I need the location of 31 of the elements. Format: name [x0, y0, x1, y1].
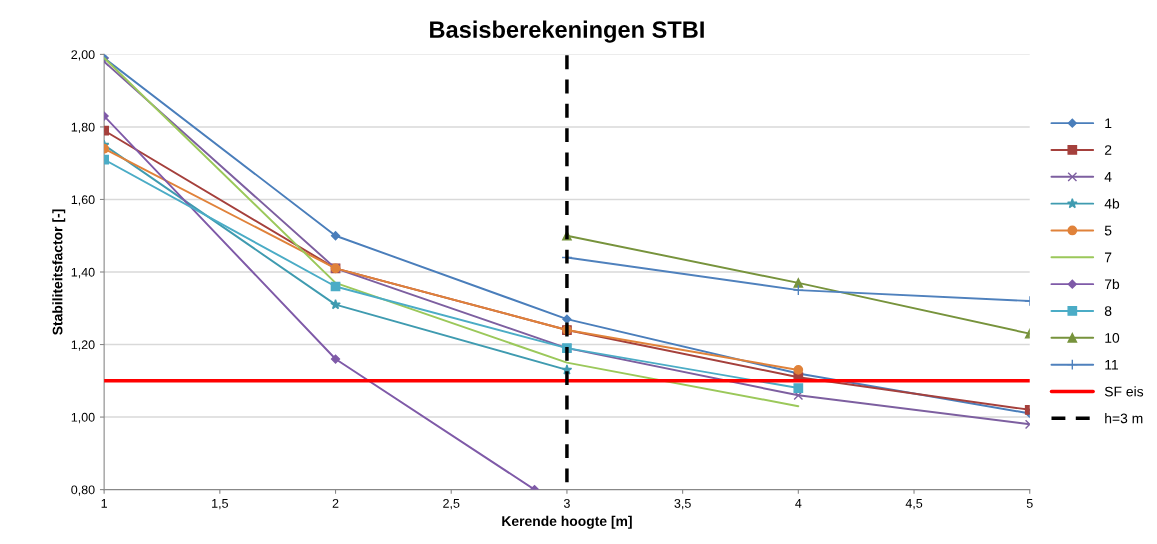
x-tick-label: 1,5: [212, 499, 228, 510]
legend-label: 7b: [1104, 278, 1120, 290]
legend-label: 8: [1104, 306, 1112, 316]
legend-label: h=3 m: [1105, 413, 1143, 424]
y-tick-label: 1,40: [71, 267, 95, 279]
y-tick-label: 1,20: [71, 340, 95, 351]
y-tick-label: 1,00: [71, 412, 95, 424]
legend-label: 4: [1104, 172, 1112, 182]
legend-label: 11: [1105, 359, 1119, 370]
legend-label: 2: [1104, 145, 1112, 155]
y-tick-label: 0,80: [71, 485, 95, 496]
x-tick-label: 1: [101, 499, 107, 508]
y-axis-title: Stabiliteitsfactor [-]: [52, 209, 66, 335]
y-tick-label: 1,80: [71, 122, 95, 134]
legend-label: 1: [1105, 118, 1112, 128]
legend-label: SF eis: [1104, 386, 1144, 397]
x-tick-label: 4: [795, 499, 802, 508]
y-tick-label: 1,60: [71, 195, 95, 206]
y-tick-label: 2,00: [71, 50, 95, 61]
x-tick-label: 2,5: [443, 498, 460, 510]
legend-label: 10: [1105, 332, 1120, 343]
x-tick-label: 5: [1026, 499, 1033, 508]
x-tick-label: 3: [563, 498, 570, 508]
x-tick-label: 4,5: [905, 499, 923, 510]
legend-label: 4b: [1104, 198, 1120, 209]
chart-title: Basisberekeningen STBI: [430, 20, 704, 43]
legend-label: 7: [1104, 252, 1112, 263]
x-axis-title: Kerende hoogte [m]: [502, 515, 632, 529]
x-tick-label: 3,5: [674, 498, 691, 510]
x-tick-label: 2: [332, 498, 339, 508]
legend-label: 5: [1104, 225, 1112, 236]
